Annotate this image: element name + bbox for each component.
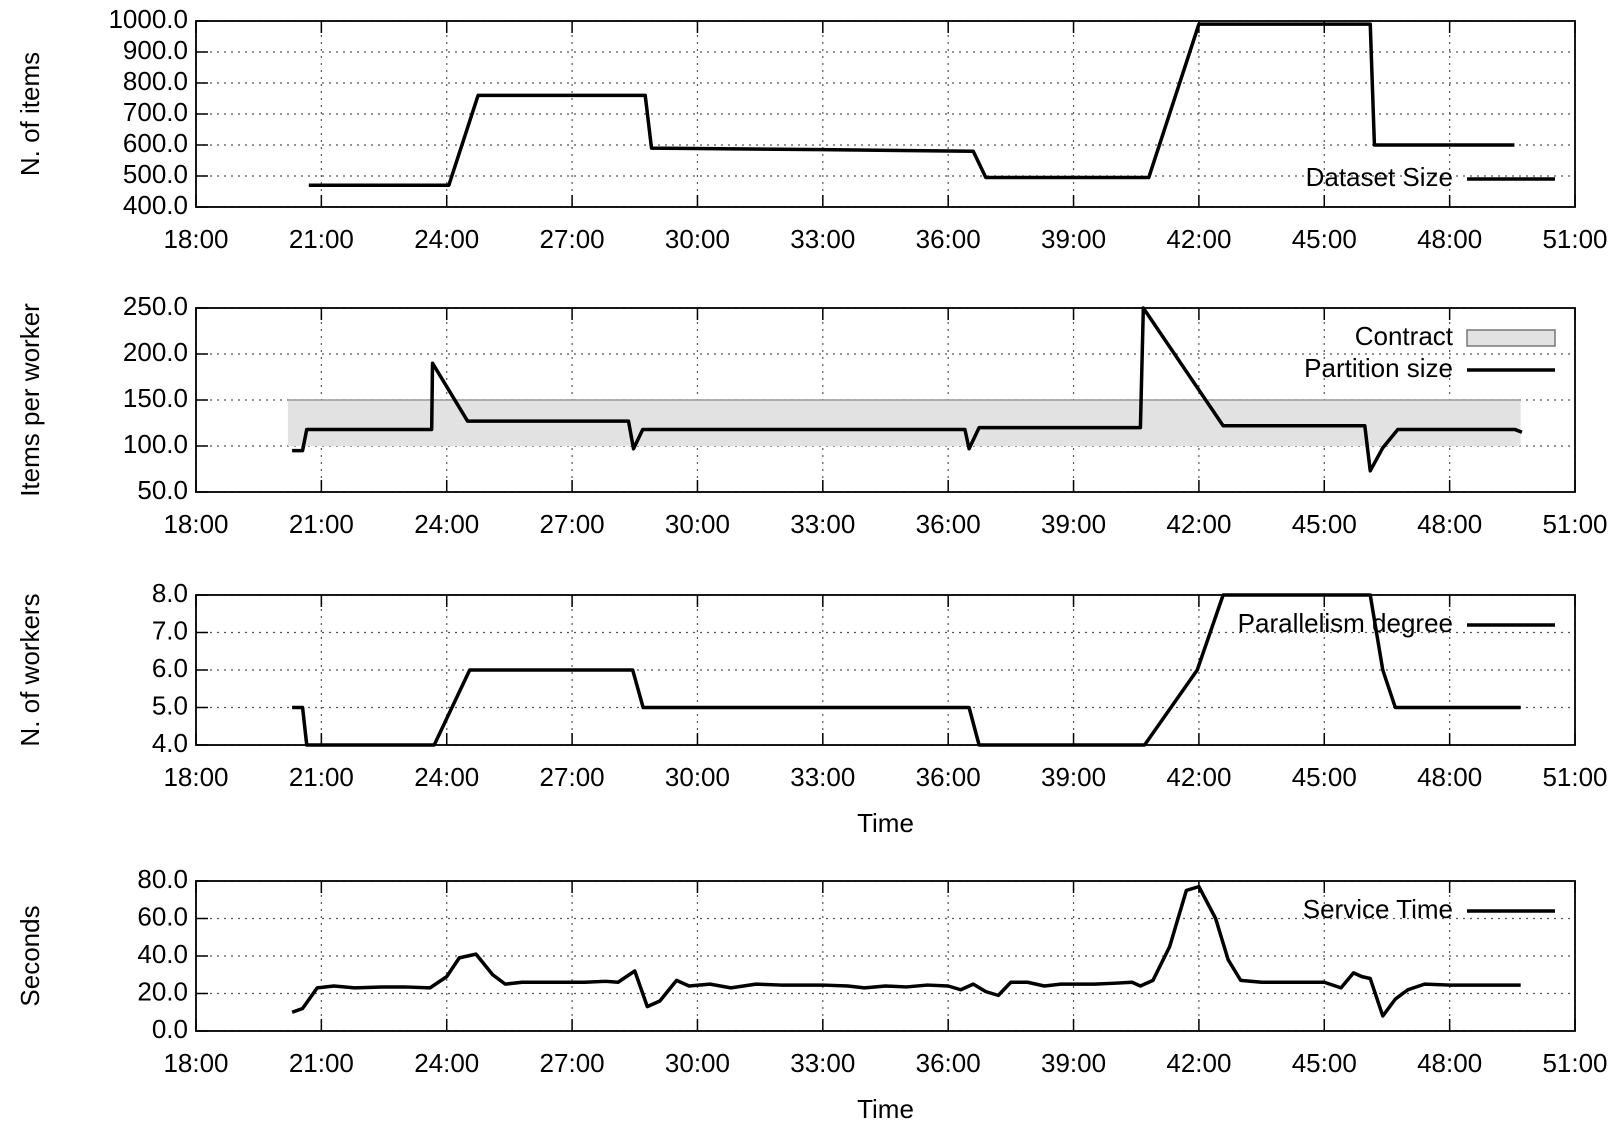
x-tick-label: 33:00 — [790, 224, 855, 254]
x-tick-label: 36:00 — [916, 762, 981, 792]
x-tick-label: 45:00 — [1292, 224, 1357, 254]
y-tick-label: 60.0 — [137, 901, 188, 931]
y-tick-label: 40.0 — [137, 939, 188, 969]
x-tick-label: 42:00 — [1166, 509, 1231, 539]
y-tick-label: 20.0 — [137, 976, 188, 1006]
x-tick-label: 51:00 — [1542, 762, 1607, 792]
x-tick-label: 30:00 — [665, 762, 730, 792]
x-tick-label: 27:00 — [540, 509, 605, 539]
band-area — [288, 400, 1521, 446]
x-tick-label: 36:00 — [916, 509, 981, 539]
x-tick-label: 39:00 — [1041, 1048, 1106, 1078]
y-tick-label: 50.0 — [137, 475, 188, 505]
legend-label: Dataset Size — [1306, 162, 1453, 192]
y-tick-label: 80.0 — [137, 864, 188, 894]
y-tick-label: 900.0 — [123, 35, 188, 65]
y-tick-label: 7.0 — [152, 615, 188, 645]
x-tick-label: 18:00 — [163, 224, 228, 254]
x-tick-label: 51:00 — [1542, 1048, 1607, 1078]
x-tick-label: 21:00 — [289, 509, 354, 539]
x-tick-label: 48:00 — [1417, 762, 1482, 792]
y-tick-label: 400.0 — [123, 190, 188, 220]
y-tick-label: 600.0 — [123, 128, 188, 158]
y-axis-label: Items per worker — [15, 303, 45, 497]
x-tick-label: 33:00 — [790, 1048, 855, 1078]
x-tick-label: 18:00 — [163, 1048, 228, 1078]
x-tick-label: 39:00 — [1041, 224, 1106, 254]
x-tick-label: 21:00 — [289, 1048, 354, 1078]
y-tick-label: 800.0 — [123, 66, 188, 96]
x-tick-label: 33:00 — [790, 762, 855, 792]
x-tick-label: 42:00 — [1166, 762, 1231, 792]
x-axis-label: Time — [857, 1094, 914, 1123]
x-tick-label: 45:00 — [1292, 1048, 1357, 1078]
x-tick-label: 36:00 — [916, 224, 981, 254]
x-tick-label: 27:00 — [540, 224, 605, 254]
y-axis-label: Seconds — [15, 905, 45, 1006]
y-tick-label: 150.0 — [123, 383, 188, 413]
x-tick-label: 45:00 — [1292, 762, 1357, 792]
x-tick-label: 45:00 — [1292, 509, 1357, 539]
legend-label: Service Time — [1303, 894, 1453, 924]
x-tick-label: 33:00 — [790, 509, 855, 539]
chart: 400.0500.0600.0700.0800.0900.01000.0 18:0… — [0, 0, 1621, 1123]
legend-swatch — [1467, 330, 1555, 346]
x-tick-label: 42:00 — [1166, 1048, 1231, 1078]
y-tick-label: 4.0 — [152, 728, 188, 758]
y-tick-label: 700.0 — [123, 97, 188, 127]
y-tick-label: 250.0 — [123, 291, 188, 321]
legend-label: Parallelism degree — [1238, 608, 1453, 638]
y-axis-label: N. of items — [15, 52, 45, 176]
x-tick-label: 27:00 — [540, 1048, 605, 1078]
x-tick-label: 18:00 — [163, 762, 228, 792]
x-tick-label: 51:00 — [1542, 224, 1607, 254]
x-tick-label: 36:00 — [916, 1048, 981, 1078]
x-tick-label: 18:00 — [163, 509, 228, 539]
y-tick-label: 200.0 — [123, 337, 188, 367]
x-tick-label: 24:00 — [414, 224, 479, 254]
x-axis-label: Time — [857, 808, 914, 838]
y-tick-label: 1000.0 — [108, 4, 188, 34]
x-tick-label: 24:00 — [414, 509, 479, 539]
x-tick-label: 21:00 — [289, 224, 354, 254]
x-tick-label: 30:00 — [665, 224, 730, 254]
y-tick-label: 0.0 — [152, 1014, 188, 1044]
x-tick-label: 48:00 — [1417, 509, 1482, 539]
x-tick-label: 48:00 — [1417, 1048, 1482, 1078]
y-tick-label: 6.0 — [152, 653, 188, 683]
x-tick-label: 24:00 — [414, 1048, 479, 1078]
legend-label: Partition size — [1304, 353, 1453, 383]
x-tick-label: 30:00 — [665, 1048, 730, 1078]
y-axis-label: N. of workers — [15, 593, 45, 746]
x-tick-label: 27:00 — [540, 762, 605, 792]
x-tick-label: 39:00 — [1041, 762, 1106, 792]
x-tick-label: 51:00 — [1542, 509, 1607, 539]
x-tick-label: 39:00 — [1041, 509, 1106, 539]
y-tick-label: 5.0 — [152, 690, 188, 720]
x-tick-label: 48:00 — [1417, 224, 1482, 254]
x-tick-label: 42:00 — [1166, 224, 1231, 254]
y-tick-label: 8.0 — [152, 578, 188, 608]
x-tick-label: 21:00 — [289, 762, 354, 792]
x-tick-label: 30:00 — [665, 509, 730, 539]
y-tick-label: 500.0 — [123, 159, 188, 189]
x-tick-label: 24:00 — [414, 762, 479, 792]
legend-label: Contract — [1355, 321, 1454, 351]
y-tick-label: 100.0 — [123, 429, 188, 459]
